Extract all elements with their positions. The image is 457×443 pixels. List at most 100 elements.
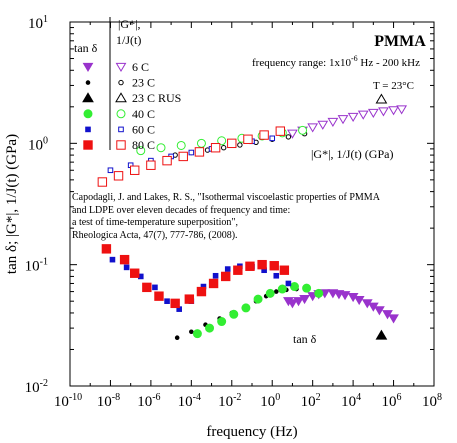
chart-title: PMMA [374,33,426,50]
tan-delta-point-80C [196,286,207,297]
x-tick-label: 10-4 [178,392,201,410]
legend-symbol-tan-60C [85,126,91,133]
tan-delta-point-60C [109,256,116,263]
legend-symbol-tan-23C [85,80,91,85]
tan-delta-point-40C [205,323,215,333]
tan-delta-point-80C [257,259,267,270]
tan-delta-point-6C [299,295,310,305]
tan-delta-point-80C [170,298,180,309]
tan-delta-point-60C [164,298,170,304]
g-modulus-point-6C [347,112,359,122]
tan-delta-point-80C [154,291,164,301]
tan-delta-point-60C [212,272,219,279]
g-modulus-point-6C [307,123,319,133]
tan-curve-label: tan δ [293,332,317,346]
tan-delta-point-23C [174,335,180,341]
g-modulus-point-80C [259,130,269,140]
g-modulus-point-40C [136,146,146,156]
x-tick-label: 100 [260,392,280,410]
g-modulus-point-40C [217,136,227,146]
tan-delta-point-23C [189,329,194,335]
g-modulus-point-6C [317,120,329,130]
legend: tan δ |G*|, 1/J(t) 6 C 23 C23 C RUS 40 C60… [74,17,181,152]
g-modulus-point-80C [97,177,108,187]
citation-line-1: Capodagli, J. and Lakes, R. S., "Isother… [72,192,381,203]
g-modulus-point-80C [275,126,286,136]
data-marks [97,93,408,341]
x-axis-label: frequency (Hz) [206,424,297,440]
g-curve-label: |G*|, 1/J(t) (GPa) [311,147,393,161]
g-modulus-point-60C [269,135,276,142]
g-modulus-point-80C [130,165,140,175]
g-modulus-point-40C [298,125,308,135]
x-tick-label: 10-8 [97,392,120,410]
tan-delta-point-40C [265,288,275,298]
tan-delta-point-80C [184,294,195,304]
x-tick-label: 106 [382,392,402,410]
citation-line-2: and LDPE over eleven decades of frequenc… [72,205,290,216]
g-modulus-point-6C [327,117,339,128]
tan-delta-point-6C [353,296,365,306]
g-modulus-point-40C [156,143,166,153]
legend-symbol-g-80C [116,140,126,150]
tan-delta-point-6C [374,306,385,316]
legend-col-g-line1: |G*|, [118,17,140,31]
tan-delta-point-40C [314,288,324,298]
g-modulus-point-6C [337,115,349,125]
tan-delta-point-40C [253,294,263,304]
g-modulus-point-40C [196,138,206,148]
tan-delta-point-23C [273,289,279,294]
legend-symbol-tan-6C [82,62,94,73]
legend-symbol-tan-23CRUS [82,92,94,103]
y-axis-label: tan δ; |G*|, 1/J(t) (GPa) [4,134,20,274]
g-modulus-point-60C [107,167,114,174]
citation-line-3: a test of time-temperature superposition… [72,217,238,228]
y-tick-label: 10-1 [25,257,48,275]
citation-line-4: Rheologica Acta, 47(7), 777-786, (2008). [72,230,238,241]
legend-symbol-tan-80C [83,140,93,150]
tan-delta-point-23CRUS [375,329,388,340]
g-modulus-point-6C [287,129,298,139]
x-tick-label: 10-10 [54,392,82,410]
tan-delta-point-80C [142,282,152,293]
g-modulus-point-80C [113,171,124,181]
tan-delta-point-60C [285,280,292,287]
g-modulus-point-23CRUS [375,93,388,104]
legend-symbol-g-23CRUS [115,92,127,103]
legend-symbol-tan-40C [83,109,93,119]
tan-delta-point-40C [217,317,227,327]
tan-delta-point-80C [245,261,255,271]
x-tick-label: 104 [341,392,361,410]
tan-delta-point-80C [130,268,140,278]
tan-delta-point-40C [302,283,312,293]
g-modulus-point-80C [243,134,253,144]
tan-delta-point-6C [293,297,304,307]
tan-delta-point-80C [119,254,130,265]
legend-symbol-g-60C [118,126,124,133]
legend-rows: 6 C 23 C23 C RUS 40 C60 C 80 C [82,60,181,152]
axis-tick-labels: 10-10 10-8 10-6 10-4 10-2 100 102 104 106 108 101 1… [25,14,442,410]
legend-col-tan: tan δ [74,41,98,55]
frequency-range-note: frequency range: 1x10-6 Hz - 200 kHz [252,54,420,69]
g-modulus-point-6C [367,108,379,118]
g-modulus-point-80C [162,155,172,166]
tan-delta-point-6C [287,299,298,309]
g-modulus-point-23C [237,142,243,148]
g-modulus-point-60C [188,149,195,156]
tan-delta-point-60C [273,272,280,279]
tan-delta-point-40C [277,284,287,294]
plot-frame [69,21,435,387]
tan-delta-point-6C [388,314,399,324]
x-tick-label: 10-2 [218,392,241,410]
legend-symbol-g-23C [118,79,124,86]
legend-col-g-line2: 1/J(t) [116,33,141,47]
legend-label-40C: 40 C [132,107,155,121]
tan-delta-point-80C [208,278,219,289]
tan-delta-point-60C [224,266,231,272]
legend-label-80C: 80 C [132,138,155,152]
legend-label-6C: 6 C [132,60,149,74]
y-tick-label: 100 [28,135,48,153]
g-modulus-point-80C [210,143,221,153]
g-modulus-point-6C [396,105,408,115]
